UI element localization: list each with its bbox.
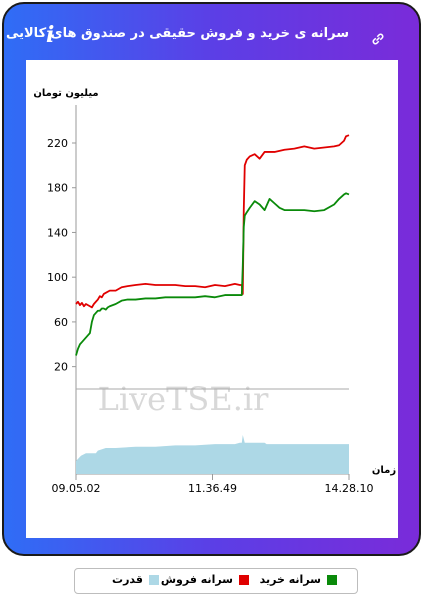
legend-label-buy: سرانه خرید <box>259 573 321 586</box>
legend-label-sell: سرانه فروش <box>160 573 233 586</box>
y-tick-label: 220 <box>47 137 68 150</box>
legend-swatch-power <box>149 575 159 585</box>
y-tick-label: 20 <box>54 361 68 374</box>
plot-layer: 20 60 100 140 180 220 09.05.02 11.36.49 14.28.10 <box>47 105 373 495</box>
legend-item-power[interactable]: قدرت <box>112 573 159 586</box>
card-title: سرانه ی خرید و فروش حقیقی در صندوق های ک… <box>5 26 349 41</box>
series-area-power <box>76 435 349 474</box>
series-line-buy <box>75 192 350 356</box>
y-tick-label: 180 <box>47 182 68 195</box>
x-axis-label: زمان <box>372 465 396 476</box>
x-tick-label: 11.36.49 <box>188 482 237 495</box>
legend-swatch-sell <box>239 575 249 585</box>
legend-swatch-buy <box>327 575 337 585</box>
y-tick-label: 60 <box>54 316 68 329</box>
y-tick-label: 100 <box>47 271 68 284</box>
info-icon[interactable]: i <box>46 22 55 48</box>
y-axis-label: میلیون تومان <box>33 88 98 99</box>
link-icon[interactable] <box>369 30 387 48</box>
legend-item-sell[interactable]: سرانه فروش <box>161 573 249 586</box>
y-tick-label: 140 <box>47 226 68 239</box>
chart-svg: میلیون تومان زمان LiveTSE.ir 20 60 100 140 1… <box>33 88 396 495</box>
series-line-sell <box>75 134 350 309</box>
x-tick-label: 09.05.02 <box>52 482 101 495</box>
chart-panel: میلیون تومان زمان LiveTSE.ir 20 60 100 140 1… <box>26 60 398 594</box>
x-tick-label: 14.28.10 <box>325 482 374 495</box>
legend-label-power: قدرت <box>112 573 143 586</box>
legend-item-buy[interactable]: سرانه خرید <box>260 573 337 586</box>
watermark: LiveTSE.ir <box>98 380 270 418</box>
chart-legend: سرانه خرید سرانه فروش قدرت <box>74 568 358 594</box>
